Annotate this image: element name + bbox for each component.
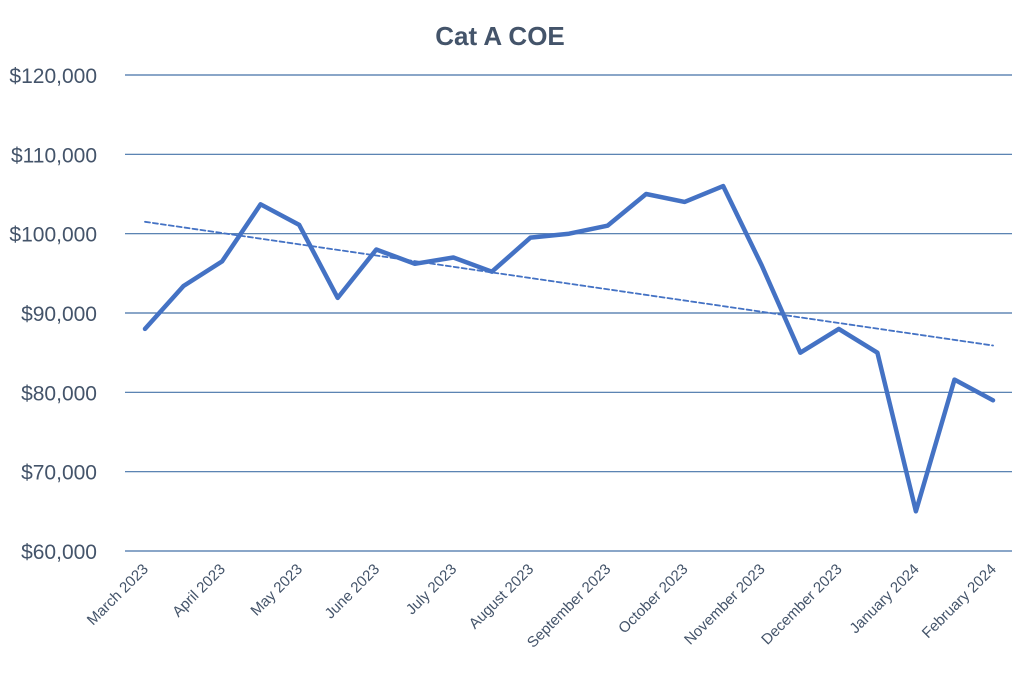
x-tick-label: September 2023 bbox=[524, 561, 614, 651]
x-tick-label: January 2024 bbox=[846, 561, 922, 637]
chart-title: Cat A COE bbox=[435, 21, 565, 51]
x-tick-label: May 2023 bbox=[247, 561, 306, 620]
trendline bbox=[144, 220, 994, 347]
series-line bbox=[142, 183, 996, 514]
y-tick-label: $120,000 bbox=[9, 65, 97, 88]
y-axis-ticks: $60,000 $70,000 $80,000 $90,000 $100,000 $110… bbox=[9, 65, 97, 564]
x-tick-label: February 2024 bbox=[919, 561, 1000, 642]
y-tick-label: $100,000 bbox=[9, 224, 97, 247]
x-tick-label: October 2023 bbox=[615, 561, 691, 637]
x-tick-label: August 2023 bbox=[466, 561, 538, 633]
x-tick-label: March 2023 bbox=[84, 561, 152, 629]
x-tick-label: November 2023 bbox=[681, 561, 768, 648]
x-tick-label: April 2023 bbox=[169, 561, 229, 621]
x-axis-ticks: March 2023 April 2023 May 2023 June 2023 Jul… bbox=[84, 561, 1000, 651]
y-tick-label: $70,000 bbox=[21, 462, 97, 485]
x-tick-label: June 2023 bbox=[322, 561, 384, 623]
gridlines bbox=[125, 74, 1012, 552]
y-tick-label: $60,000 bbox=[21, 541, 97, 564]
y-tick-label: $90,000 bbox=[21, 303, 97, 326]
x-tick-label: December 2023 bbox=[758, 561, 845, 648]
series-layer bbox=[142, 183, 996, 514]
x-tick-label: July 2023 bbox=[403, 561, 460, 618]
y-tick-label: $110,000 bbox=[11, 144, 97, 167]
y-tick-label: $80,000 bbox=[21, 382, 97, 405]
